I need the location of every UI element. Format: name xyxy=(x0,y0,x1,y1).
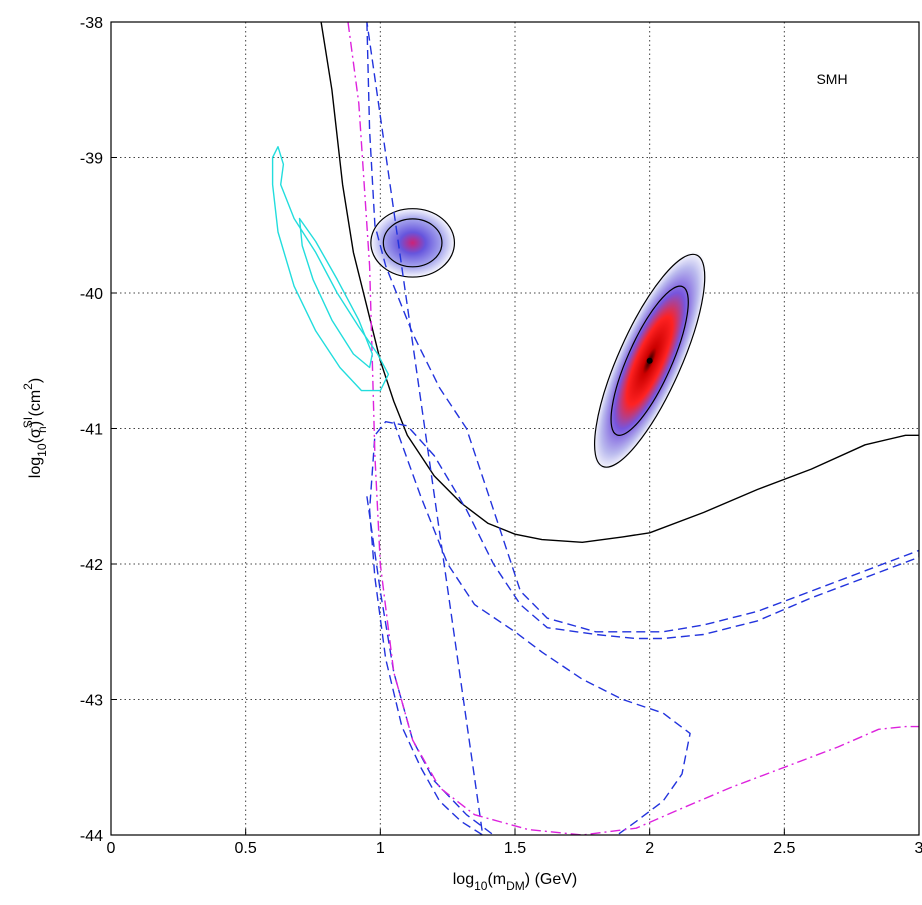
black-curve xyxy=(320,22,919,543)
cyan-curve xyxy=(298,217,373,369)
plot-area xyxy=(271,22,919,835)
blue-curve xyxy=(366,496,494,835)
outer-contour xyxy=(593,253,706,468)
y-tick-label: -43 xyxy=(80,693,103,710)
high-mass-region xyxy=(592,251,707,471)
blue-curve xyxy=(366,22,919,835)
low-mass-region xyxy=(369,207,456,279)
x-tick-label: 1.5 xyxy=(504,840,526,857)
blue-curve xyxy=(393,421,691,835)
series xyxy=(271,22,919,835)
outer-contour xyxy=(370,208,456,278)
x-axis-title: log10(mDM) (GeV) xyxy=(453,871,578,893)
y-tick-label: -42 xyxy=(80,557,103,574)
y-tick-label: -39 xyxy=(80,151,103,168)
y-tick-label: -44 xyxy=(80,828,103,845)
axis-ticks: 0 0.5 1 1.5 2 2.5 3 -38 -39 -40 -41 -42 -43 -44 xyxy=(80,15,922,857)
y-tick-label: -40 xyxy=(80,286,103,303)
x-tick-label: 0.5 xyxy=(235,840,257,857)
y-tick-label: -38 xyxy=(80,15,103,32)
best-fit-point xyxy=(646,357,653,364)
regions xyxy=(369,207,707,471)
region-fill xyxy=(369,207,456,279)
inner-contour xyxy=(610,285,689,436)
magenta-curve xyxy=(347,22,919,835)
y-tick-label: -41 xyxy=(80,422,103,439)
x-tick-label: 0 xyxy=(107,840,116,857)
annotation-smh: SMH xyxy=(816,71,847,87)
x-tick-label: 2.5 xyxy=(773,840,795,857)
grid xyxy=(111,22,919,835)
y-axis-title: log10(σSIn) (cm2) xyxy=(21,378,49,478)
x-tick-label: 3 xyxy=(915,840,922,857)
inner-contour xyxy=(382,218,443,268)
x-tick-label: 1 xyxy=(376,840,385,857)
x-tick-label: 2 xyxy=(645,840,654,857)
cyan-curve xyxy=(271,146,390,392)
